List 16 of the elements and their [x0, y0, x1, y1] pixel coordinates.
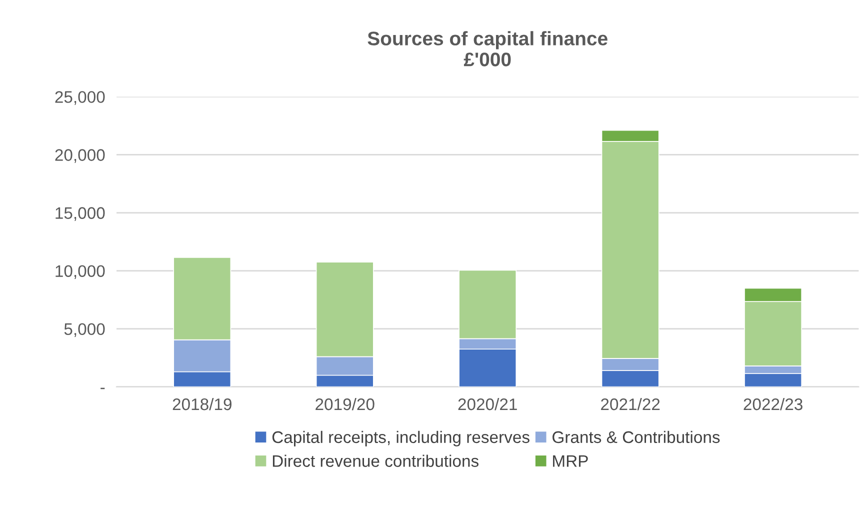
y-tick-label: - — [100, 388, 105, 390]
legend-label: MRP — [553, 455, 588, 467]
legend-label: Capital receipts, including reserves — [272, 430, 530, 446]
chart-title: Sources of capital finance £'000 — [368, 31, 608, 66]
x-tick-label: 2022/23 — [744, 398, 802, 410]
x-tick-label: 2021/22 — [601, 398, 660, 410]
x-tick-label: 2020/21 — [458, 398, 517, 410]
x-tick-label: 2019/20 — [316, 398, 374, 410]
y-tick-label: 20,000 — [55, 149, 105, 163]
y-tick-label: 25,000 — [55, 91, 105, 105]
y-tick-label: 5,000 — [64, 323, 105, 337]
x-tick-label: 2018/19 — [172, 398, 232, 410]
legend-label: Direct revenue contributions — [272, 454, 478, 467]
y-tick-label: 15,000 — [56, 207, 105, 221]
y-tick-label: 10,000 — [56, 265, 105, 279]
legend-label: Grants & Contributions — [552, 430, 720, 444]
